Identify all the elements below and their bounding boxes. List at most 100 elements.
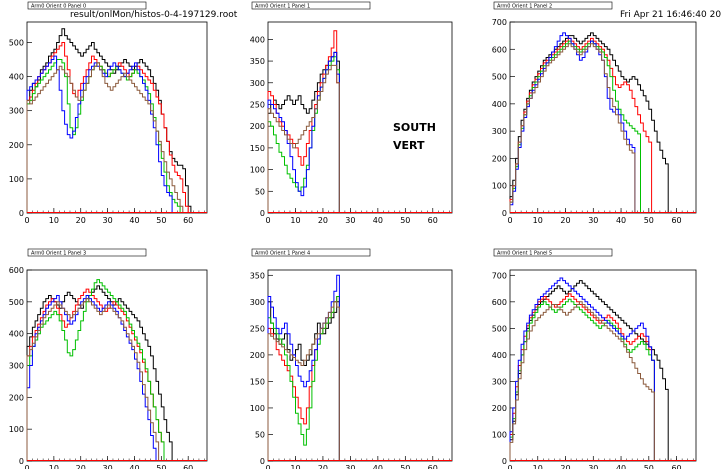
y-tick-label: 300 [492,127,507,136]
series-blue [267,51,340,213]
series-black [509,32,669,213]
series-brown [509,301,655,461]
x-tick-label: 60 [671,464,681,469]
x-tick-label: 60 [183,216,193,225]
histogram-panel-2: Arm0 Orient 1 Panel 20 10 20 30 40 50 60010020… [492,1,697,225]
y-tick-label: 500 [492,324,507,333]
panel-title-box [251,1,371,10]
panel-title: Arm0 Orient 1 Panel 2 [497,4,552,10]
y-tick-label: 600 [492,298,507,307]
series-green [26,59,181,213]
y-tick-label: 500 [9,38,24,47]
y-tick-label: 50 [255,187,265,196]
panel-title: Arm0 Orient 1 Panel 1 [255,4,310,10]
y-tick-label: 200 [492,154,507,163]
x-tick-label: 40 [373,464,383,469]
y-tick-label: 300 [492,377,507,386]
x-tick-label: 20 [76,464,86,469]
y-tick-label: 700 [492,271,507,280]
panel-title: Arm0 Orient 1 Panel 4 [255,251,310,257]
series-blue [267,274,340,461]
y-tick-label: 150 [250,377,265,386]
x-tick-label: 0 [265,464,270,469]
x-tick-label: 10 [533,216,543,225]
x-tick-label: 10 [49,216,59,225]
x-tick-label: 60 [671,216,681,225]
panel-title: Arm0 Orient 1 Panel 3 [31,251,86,257]
y-tick-label: 500 [492,73,507,82]
panel-title-box [493,1,613,10]
x-tick-label: 20 [560,464,570,469]
x-tick-label: 30 [345,464,355,469]
y-tick-label: 100 [492,430,507,439]
y-tick-label: 50 [255,430,265,439]
x-tick-label: 40 [129,464,139,469]
panel-title-box [27,1,147,10]
x-tick-label: 50 [400,216,410,225]
series-brown [267,301,340,461]
y-tick-label: 600 [9,266,24,275]
y-tick-label: 100 [492,182,507,191]
x-tick-label: 0 [507,216,512,225]
annotation-south: SOUTH [393,121,436,134]
x-tick-label: 60 [428,464,438,469]
y-tick-label: 0 [502,209,507,218]
x-tick-label: 50 [156,216,166,225]
y-tick-label: 350 [250,57,265,66]
series-blue [509,32,636,213]
x-tick-label: 60 [428,216,438,225]
y-tick-label: 600 [492,45,507,54]
y-tick-label: 300 [9,362,24,371]
header-date: Fri Apr 21 16:46:40 2006 [620,10,721,20]
y-tick-label: 100 [250,166,265,175]
y-tick-label: 150 [250,144,265,153]
y-tick-label: 300 [250,298,265,307]
series-brown [26,62,184,213]
y-tick-label: 200 [9,141,24,150]
series-green [509,298,655,461]
y-tick-label: 700 [492,18,507,27]
x-tick-label: 20 [76,216,86,225]
y-tick-label: 0 [502,457,507,466]
y-tick-label: 200 [250,122,265,131]
y-tick-label: 100 [9,175,24,184]
y-tick-label: 200 [250,351,265,360]
x-tick-label: 40 [616,216,626,225]
x-tick-label: 30 [103,216,113,225]
y-tick-label: 0 [260,457,265,466]
histogram-panel-3: Arm0 Orient 1 Panel 30 10 20 30 40 50 60010020… [9,248,208,469]
histogram-panel-1: Arm0 Orient 1 Panel 1 0 10 20 30 40 50 60 0 50 100… [250,1,453,225]
y-tick-label: 100 [9,425,24,434]
x-tick-label: 0 [24,464,29,469]
panel-title: Arm0 Orient 0 Panel 0 [31,4,86,10]
y-tick-label: 250 [250,100,265,109]
x-tick-label: 50 [644,216,654,225]
x-tick-label: 30 [103,464,113,469]
y-tick-label: 200 [9,393,24,402]
series-blue [509,277,655,461]
series-blue [26,295,157,461]
x-tick-label: 10 [533,464,543,469]
x-tick-label: 40 [616,464,626,469]
x-tick-label: 20 [560,216,570,225]
y-tick-label: 400 [9,330,24,339]
panel-title: Arm0 Orient 1 Panel 5 [497,251,552,257]
y-tick-label: 200 [492,404,507,413]
x-tick-label: 40 [129,216,139,225]
annotation-vert: VERT [393,139,425,152]
series-brown [26,298,160,461]
y-tick-label: 300 [9,107,24,116]
x-tick-label: 30 [588,216,598,225]
x-tick-label: 0 [24,216,29,225]
x-tick-label: 10 [290,216,300,225]
x-tick-label: 0 [265,216,270,225]
x-tick-label: 40 [373,216,383,225]
series-brown [509,43,636,213]
y-tick-label: 400 [492,100,507,109]
y-tick-label: 250 [250,324,265,333]
series-black [26,285,173,461]
y-tick-label: 100 [250,404,265,413]
y-tick-label: 500 [9,298,24,307]
panel-title-box [27,248,147,257]
series-black [509,280,669,461]
